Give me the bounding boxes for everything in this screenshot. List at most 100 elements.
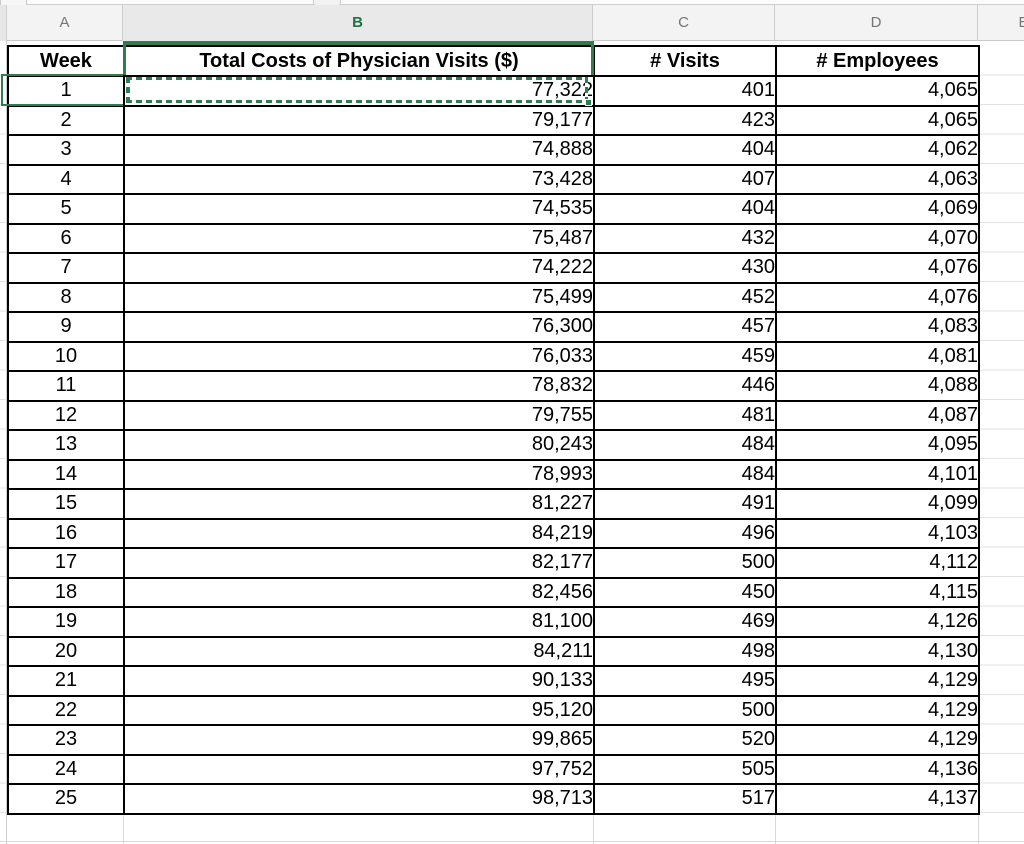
column-header-a[interactable]: A bbox=[7, 5, 123, 41]
cell-employees[interactable]: 4,137 bbox=[775, 783, 980, 815]
cell-cost[interactable]: 74,222 bbox=[123, 252, 595, 284]
cell-employees[interactable]: 4,087 bbox=[775, 399, 980, 431]
cell-employees[interactable]: 4,115 bbox=[775, 576, 980, 608]
cell-employees[interactable]: 4,062 bbox=[775, 134, 980, 166]
cell-employees[interactable]: 4,112 bbox=[775, 547, 980, 579]
cell-week[interactable]: 4 bbox=[7, 163, 125, 195]
cell-cost[interactable]: 82,456 bbox=[123, 576, 595, 608]
column-header-e[interactable]: E bbox=[978, 5, 1024, 41]
cell-employees[interactable]: 4,129 bbox=[775, 724, 980, 756]
cell-cost[interactable]: 82,177 bbox=[123, 547, 595, 579]
cell-employees[interactable]: 4,070 bbox=[775, 222, 980, 254]
cell-cost[interactable]: 97,752 bbox=[123, 753, 595, 785]
cell-week[interactable]: 11 bbox=[7, 370, 125, 402]
cell-employees[interactable]: 4,095 bbox=[775, 429, 980, 461]
cell-week[interactable]: 16 bbox=[7, 517, 125, 549]
cell-week[interactable]: 14 bbox=[7, 458, 125, 490]
cell-employees[interactable]: 4,076 bbox=[775, 281, 980, 313]
cell-week[interactable]: 7 bbox=[7, 252, 125, 284]
cell-week[interactable]: 8 bbox=[7, 281, 125, 313]
cell-week[interactable]: 3 bbox=[7, 134, 125, 166]
cell-employees[interactable]: 4,126 bbox=[775, 606, 980, 638]
cell-cost[interactable]: 98,713 bbox=[123, 783, 595, 815]
cell-employees[interactable]: 4,069 bbox=[775, 193, 980, 225]
cell-cost[interactable]: 81,227 bbox=[123, 488, 595, 520]
cell-visits[interactable]: 446 bbox=[593, 370, 777, 402]
column-header-b[interactable]: B bbox=[123, 5, 593, 41]
cell-employees[interactable]: 4,101 bbox=[775, 458, 980, 490]
cell-cost[interactable]: 75,499 bbox=[123, 281, 595, 313]
cell-visits[interactable]: 404 bbox=[593, 134, 777, 166]
cell-visits[interactable]: 430 bbox=[593, 252, 777, 284]
cell-visits[interactable]: 520 bbox=[593, 724, 777, 756]
cell-employees[interactable]: 4,065 bbox=[775, 75, 980, 107]
cell-visits[interactable]: 407 bbox=[593, 163, 777, 195]
cell-week[interactable]: 17 bbox=[7, 547, 125, 579]
cell-visits[interactable]: 500 bbox=[593, 694, 777, 726]
cell-week[interactable]: 13 bbox=[7, 429, 125, 461]
cell-week[interactable]: 5 bbox=[7, 193, 125, 225]
cell-week[interactable]: 2 bbox=[7, 104, 125, 136]
cell-cost[interactable]: 79,755 bbox=[123, 399, 595, 431]
cell-week[interactable]: 24 bbox=[7, 753, 125, 785]
cell-visits[interactable]: 481 bbox=[593, 399, 777, 431]
cell-cost[interactable]: 95,120 bbox=[123, 694, 595, 726]
cell-employees[interactable]: 4,063 bbox=[775, 163, 980, 195]
cell-visits[interactable]: 495 bbox=[593, 665, 777, 697]
header-cell-visits[interactable]: # Visits bbox=[593, 45, 777, 77]
cell-cost[interactable]: 76,033 bbox=[123, 340, 595, 372]
cell-visits[interactable]: 450 bbox=[593, 576, 777, 608]
cell-employees[interactable]: 4,130 bbox=[775, 635, 980, 667]
cell-employees[interactable]: 4,129 bbox=[775, 694, 980, 726]
cell-visits[interactable]: 491 bbox=[593, 488, 777, 520]
column-header-d[interactable]: D bbox=[775, 5, 978, 41]
cell-cost[interactable]: 78,832 bbox=[123, 370, 595, 402]
cell-week[interactable]: 10 bbox=[7, 340, 125, 372]
cell-visits[interactable]: 484 bbox=[593, 429, 777, 461]
cell-week[interactable]: 12 bbox=[7, 399, 125, 431]
cell-cost[interactable]: 84,219 bbox=[123, 517, 595, 549]
cell-employees[interactable]: 4,103 bbox=[775, 517, 980, 549]
cell-visits[interactable]: 459 bbox=[593, 340, 777, 372]
cell-employees[interactable]: 4,136 bbox=[775, 753, 980, 785]
cell-cost[interactable]: 76,300 bbox=[123, 311, 595, 343]
cell-employees[interactable]: 4,076 bbox=[775, 252, 980, 284]
cell-week[interactable]: 18 bbox=[7, 576, 125, 608]
cell-cost[interactable]: 84,211 bbox=[123, 635, 595, 667]
cell-week[interactable]: 21 bbox=[7, 665, 125, 697]
cell-cost[interactable]: 90,133 bbox=[123, 665, 595, 697]
cell-visits[interactable]: 517 bbox=[593, 783, 777, 815]
cell-visits[interactable]: 484 bbox=[593, 458, 777, 490]
cell-employees[interactable]: 4,083 bbox=[775, 311, 980, 343]
cell-cost[interactable]: 80,243 bbox=[123, 429, 595, 461]
cell-employees[interactable]: 4,129 bbox=[775, 665, 980, 697]
cell-visits[interactable]: 457 bbox=[593, 311, 777, 343]
cell-visits[interactable]: 505 bbox=[593, 753, 777, 785]
cell-week[interactable]: 19 bbox=[7, 606, 125, 638]
cell-cost[interactable]: 74,535 bbox=[123, 193, 595, 225]
column-header-c[interactable]: C bbox=[593, 5, 775, 41]
cell-visits[interactable]: 452 bbox=[593, 281, 777, 313]
cell-visits[interactable]: 432 bbox=[593, 222, 777, 254]
cell-cost[interactable]: 99,865 bbox=[123, 724, 595, 756]
fill-handle[interactable] bbox=[585, 98, 592, 106]
cell-cost[interactable]: 73,428 bbox=[123, 163, 595, 195]
cell-cost[interactable]: 74,888 bbox=[123, 134, 595, 166]
cell-week[interactable]: 22 bbox=[7, 694, 125, 726]
cell-week[interactable]: 15 bbox=[7, 488, 125, 520]
cell-visits[interactable]: 423 bbox=[593, 104, 777, 136]
cell-visits[interactable]: 498 bbox=[593, 635, 777, 667]
cell-employees[interactable]: 4,088 bbox=[775, 370, 980, 402]
cell-cost[interactable]: 79,177 bbox=[123, 104, 595, 136]
cell-week[interactable]: 23 bbox=[7, 724, 125, 756]
header-cell-employees[interactable]: # Employees bbox=[775, 45, 980, 77]
cell-cost[interactable]: 75,487 bbox=[123, 222, 595, 254]
cell-visits[interactable]: 404 bbox=[593, 193, 777, 225]
cell-week[interactable]: 25 bbox=[7, 783, 125, 815]
cell-cost[interactable]: 81,100 bbox=[123, 606, 595, 638]
cell-cost[interactable]: 78,993 bbox=[123, 458, 595, 490]
cell-week[interactable]: 9 bbox=[7, 311, 125, 343]
cell-employees[interactable]: 4,065 bbox=[775, 104, 980, 136]
cell-employees[interactable]: 4,081 bbox=[775, 340, 980, 372]
cell-week[interactable]: 20 bbox=[7, 635, 125, 667]
